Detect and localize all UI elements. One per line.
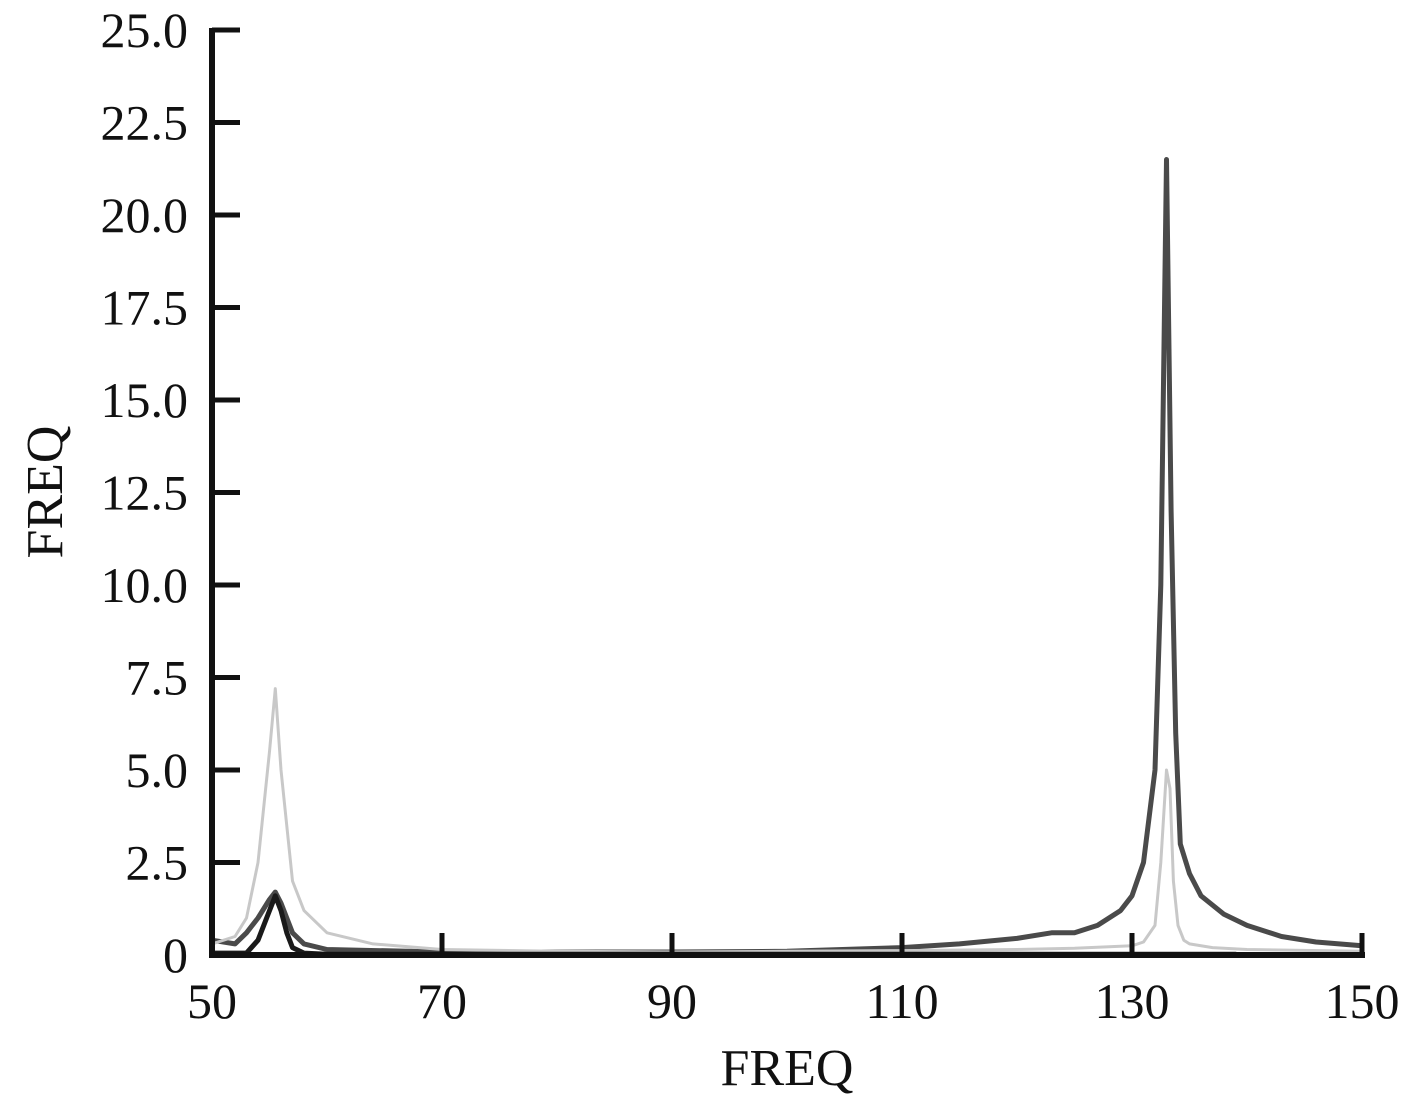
x-tick-label: 150 [1325, 973, 1400, 1029]
y-tick-label: 20.0 [101, 187, 189, 243]
x-tick-label: 90 [647, 973, 697, 1029]
axes [209, 28, 1365, 958]
y-tick-label: 12.5 [101, 465, 189, 521]
y-tick-label: 7.5 [126, 650, 189, 706]
y-tick-label: 10.0 [101, 557, 189, 613]
y-tick-label: 0 [163, 927, 188, 983]
x-axis-title: FREQ [721, 1040, 854, 1097]
x-tick-label: 110 [865, 973, 938, 1029]
series-line-3 [209, 893, 1238, 957]
y-tick-label: 2.5 [126, 835, 189, 891]
y-tick-label: 5.0 [126, 742, 189, 798]
y-tick-label: 22.5 [101, 95, 189, 151]
x-tick-label: 130 [1095, 973, 1170, 1029]
ticks: 0 2.5 5.0 7.5 10.0 12.5 15.0 17.5 20.0 22.5 25.0 50… [101, 2, 1400, 1029]
y-tick-label: 15.0 [101, 372, 189, 428]
y-tick-label: 17.5 [101, 280, 189, 336]
x-tick-label: 70 [417, 973, 467, 1029]
series-line-1 [209, 157, 1365, 955]
series-line-2 [210, 687, 1364, 954]
x-tick-label: 50 [187, 973, 237, 1029]
y-axis-title: FREQ [17, 426, 74, 559]
series-layer [209, 157, 1365, 957]
y-tick-label: 25.0 [101, 2, 189, 58]
